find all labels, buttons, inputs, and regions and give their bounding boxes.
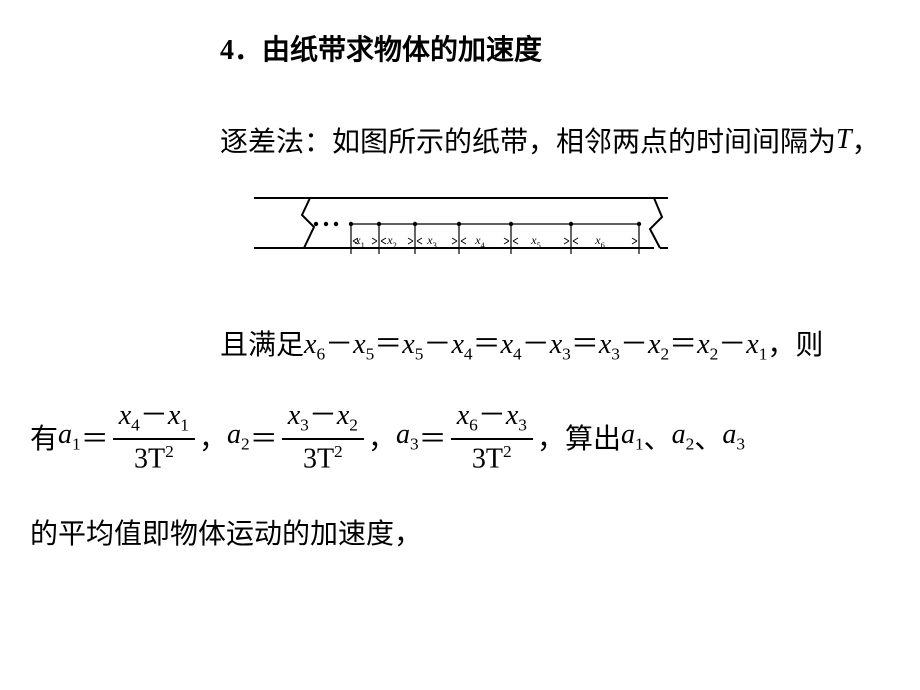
cond-var: x3 <box>550 329 571 360</box>
cond-var: x2 <box>648 329 669 360</box>
eq-equals: ＝ <box>419 417 447 457</box>
cond-var: x3 <box>599 329 620 360</box>
eq-a2: a2 <box>227 419 250 455</box>
eq-frac-3: x6－x33T2 <box>451 399 533 476</box>
eq-a1: a1 <box>58 419 81 455</box>
cond-op: － <box>325 329 353 360</box>
intro-prefix: 逐差法：如图所示的纸带，相邻两点的时间间隔为 <box>220 120 836 160</box>
cond-var: x5 <box>353 329 374 360</box>
intro-var-T: T <box>836 124 852 156</box>
cond-op: － <box>522 329 550 360</box>
intro-suffix: ， <box>852 120 880 160</box>
eq-equals: ＝ <box>250 417 278 457</box>
final-line: 的平均值即物体运动的加速度， <box>30 512 900 552</box>
eq-frac-1: x4－x13T2 <box>113 399 195 476</box>
equation-line: 有 a1＝x4－x13T2，a2＝x3－x23T2，a3＝x6－x33T2，算出… <box>30 399 900 476</box>
section-heading: 4． 由纸带求物体的加速度 <box>220 28 900 68</box>
eq-equals: ＝ <box>81 417 109 457</box>
cond-suffix: ，则 <box>767 323 823 363</box>
cond-var: x4 <box>501 329 522 360</box>
page: 4． 由纸带求物体的加速度 逐差法：如图所示的纸带，相邻两点的时间间隔为 T ，… <box>0 0 920 690</box>
cond-var: x2 <box>697 329 718 360</box>
cond-var: x5 <box>402 329 423 360</box>
eq-a3: a3 <box>396 419 419 455</box>
cond-op: － <box>620 329 648 360</box>
intro-line: 逐差法：如图所示的纸带，相邻两点的时间间隔为 T ， <box>220 120 900 160</box>
cond-op: ＝ <box>473 329 501 360</box>
eq-tail-prefix: ，算出 <box>537 417 621 457</box>
eq-tail-a3: a3 <box>722 419 745 455</box>
tape-diagram: x1x2x3x4x5x6 <box>250 192 670 282</box>
cond-op: ＝ <box>669 329 697 360</box>
eq-sep: ， <box>368 417 396 457</box>
eq-tail-a1: a1 <box>621 419 644 455</box>
cond-op: － <box>718 329 746 360</box>
eq-tail-a2: a2 <box>672 419 695 455</box>
eq-sep: ， <box>199 417 227 457</box>
cond-var: x6 <box>304 329 325 360</box>
heading-number: 4． <box>220 28 262 68</box>
eq-frac-2: x3－x23T2 <box>282 399 364 476</box>
cond-prefix: 且满足 <box>220 323 304 363</box>
cond-op: ＝ <box>374 329 402 360</box>
cond-var: x1 <box>746 329 767 360</box>
eq-prefix: 有 <box>30 417 58 457</box>
heading-title: 由纸带求物体的加速度 <box>262 28 542 68</box>
condition-line: 且满足 x6－x5＝x5－x4＝x4－x3＝x3－x2＝x2－x1 ，则 <box>220 322 900 365</box>
cond-op: ＝ <box>571 329 599 360</box>
cond-expression: x6－x5＝x5－x4＝x4－x3＝x3－x2＝x2－x1 <box>304 322 767 365</box>
cond-op: － <box>423 329 451 360</box>
cond-var: x4 <box>451 329 472 360</box>
